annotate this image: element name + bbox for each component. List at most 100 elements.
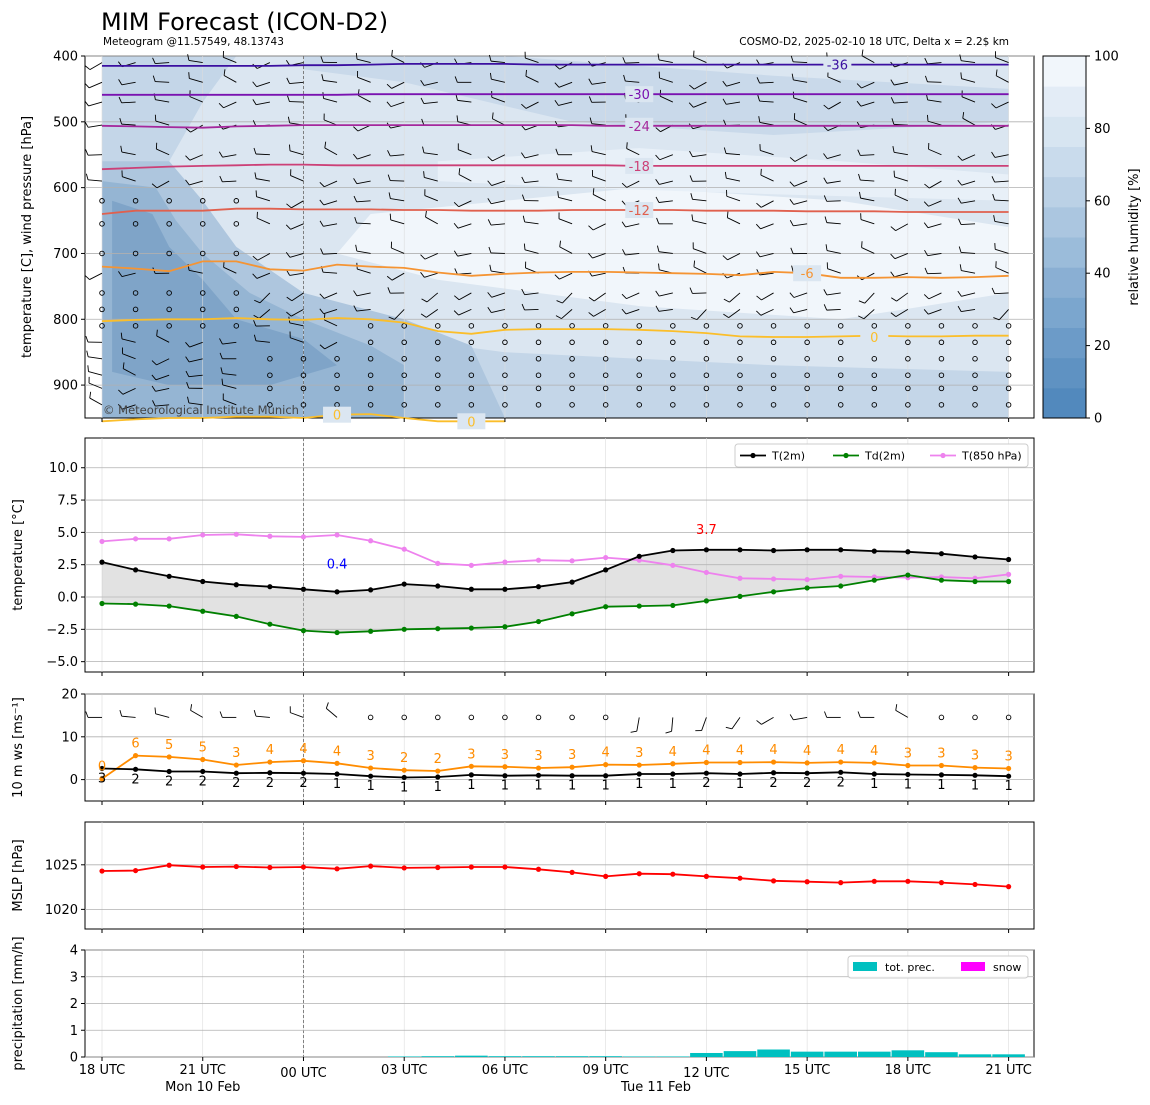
wind-barb-feather (656, 245, 660, 252)
y-tick-label: 500 (53, 115, 78, 130)
wind-barb-feather (890, 79, 895, 86)
t850-point (334, 532, 340, 538)
wind-barb-feather (84, 65, 91, 70)
wind-barb-feather (655, 154, 661, 161)
wind-barb (726, 195, 741, 202)
temperature-max-label: 3.7 (696, 523, 717, 538)
t2m-point (535, 584, 542, 590)
isotherm-label: -18 (629, 160, 650, 175)
wind-barb (89, 62, 103, 70)
wind-label: 1 (870, 777, 878, 792)
calm-wind-marker (905, 339, 911, 346)
wind-speed-point (267, 759, 273, 765)
wind-barb (324, 180, 338, 188)
wind-barb-feather (254, 299, 261, 304)
surface-wind-barb (671, 717, 674, 732)
td2m-point (401, 626, 407, 632)
wind-barb-feather (556, 300, 563, 304)
calm-wind-marker (871, 323, 878, 329)
wind-barb (188, 59, 203, 64)
calm-wind-marker (602, 323, 609, 329)
wind-barb (761, 292, 774, 301)
isotherm-label-bg (323, 406, 352, 423)
precip-bar (858, 1051, 891, 1057)
wind-barb-feather (557, 191, 559, 198)
chart-subtitle-right: COSMO-D2, 2025-02-10 18 UTC, Delta x = 2… (739, 36, 1009, 48)
pressure-panel-frame (84, 821, 1035, 930)
wind-barb-feather (286, 203, 292, 209)
wind-barb-feather (626, 142, 628, 149)
wind-barb (356, 58, 371, 64)
wind-barb (323, 308, 338, 315)
calm-wind-marker (435, 402, 441, 408)
p5-y-axis-label: precipitation [mm/h] (11, 936, 26, 1070)
calm-wind-marker (1005, 339, 1012, 346)
wind-barb (256, 196, 271, 202)
calm-wind-marker (770, 385, 777, 392)
wind-speed-label: 3 (937, 746, 945, 761)
wind-barb-feather (891, 118, 895, 125)
wind-barb-feather (118, 96, 123, 103)
t850-point (535, 557, 542, 563)
wind-barb-feather (957, 155, 963, 161)
y-tick-label: 10.0 (49, 461, 78, 476)
calm-wind-marker (199, 306, 206, 313)
wind-barb-feather (559, 240, 561, 247)
wind-barb (423, 101, 438, 104)
wind-barb-feather (959, 54, 962, 61)
isotherm-3 (101, 163, 1009, 171)
wind-barb-feather (588, 225, 594, 231)
wind-barb (692, 154, 707, 158)
wind-barb-feather (722, 98, 727, 105)
wind-speed-point (468, 763, 474, 769)
wind-barb (961, 78, 976, 83)
wind-barb-feather (890, 271, 895, 278)
wind-barb (861, 81, 875, 89)
t850-point (502, 559, 508, 565)
wind-barb-feather (487, 198, 492, 204)
wind-barb (122, 404, 136, 410)
wind-barb-feather (391, 49, 393, 57)
calm-wind-marker (804, 356, 810, 362)
wind-barb (491, 200, 506, 205)
calm-wind-marker (233, 198, 240, 204)
calm-wind-marker (367, 385, 374, 392)
isotherm-label-bg (625, 157, 654, 174)
wind-black-point (636, 771, 642, 777)
wind-barb (659, 180, 673, 185)
wind-barb (895, 223, 909, 232)
wind-barb-feather (824, 216, 828, 223)
t2m-point (267, 584, 273, 590)
wind-barb (659, 292, 673, 297)
isotherm-5 (101, 260, 1009, 279)
wind-barb (88, 356, 103, 360)
t850-point (569, 558, 575, 564)
wind-barb (188, 374, 203, 378)
wind-barb (323, 223, 338, 227)
wind-barb (927, 223, 942, 229)
calm-wind-marker (871, 356, 878, 362)
wind-barb-feather (187, 396, 190, 403)
colorbar-tick-label: 60 (1094, 194, 1111, 209)
wind-barb (759, 253, 774, 258)
calm-wind-marker (703, 372, 710, 378)
wind-barb-feather (995, 69, 998, 76)
precip-bar (723, 1051, 757, 1057)
precip-bar (958, 1054, 992, 1057)
wind-barb-feather (220, 367, 223, 374)
wind-barb (291, 200, 304, 209)
wind-barb (289, 253, 304, 258)
wind-barb (222, 341, 237, 345)
wind-barb-feather (722, 80, 727, 87)
wind-barb (927, 99, 942, 103)
wind-barb (391, 81, 405, 89)
wind-black-point (804, 770, 810, 776)
calm-wind-marker (300, 372, 307, 378)
t850-point (99, 538, 105, 545)
wind-barb (123, 368, 136, 376)
p4-y-axis-label: MSLP [hPa] (11, 839, 26, 911)
wind-barb (591, 81, 606, 85)
wind-barb (928, 308, 942, 315)
wind-black-point (905, 771, 911, 778)
wind-barb (358, 95, 371, 103)
